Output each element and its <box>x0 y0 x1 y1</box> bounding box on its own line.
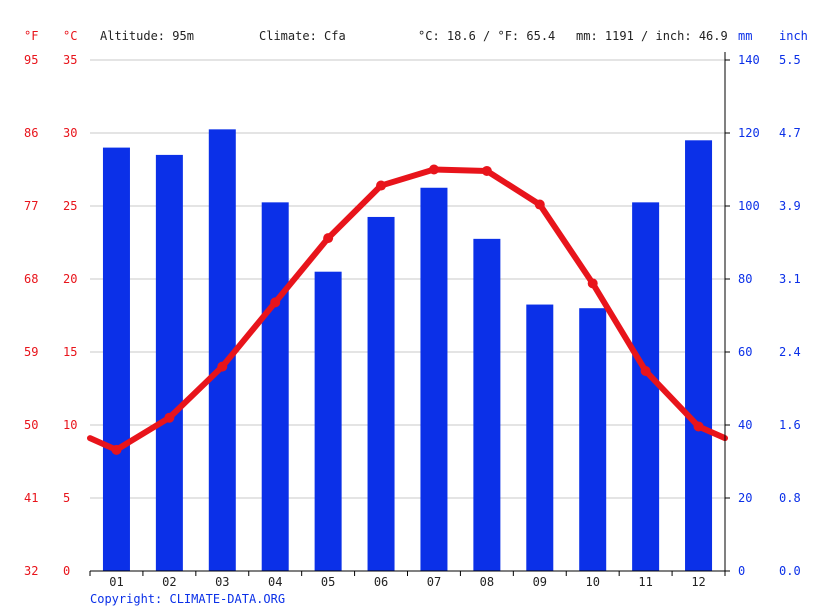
fahrenheit-tick-label: 59 <box>24 345 38 359</box>
celsius-tick-label: 15 <box>63 345 77 359</box>
fahrenheit-tick-label: 77 <box>24 199 38 213</box>
celsius-tick-label: 0 <box>63 564 70 578</box>
temperature-point <box>640 365 651 376</box>
month-tick-label: 08 <box>480 575 494 589</box>
precipitation-bar <box>155 154 183 571</box>
climate-label: Climate: Cfa <box>259 29 346 43</box>
temperature-point <box>481 165 492 176</box>
precipitation-bar <box>526 304 554 571</box>
celsius-tick-label: 10 <box>63 418 77 432</box>
mm-tick-label: 40 <box>738 418 752 432</box>
inch-tick-label: 0.0 <box>779 564 801 578</box>
temperature-point <box>111 444 122 455</box>
month-tick-label: 04 <box>268 575 282 589</box>
precipitation-total-label: mm: 1191 / inch: 46.9 <box>576 29 728 43</box>
axes <box>89 52 730 576</box>
mm-tick-label: 140 <box>738 53 760 67</box>
mm-tick-label: 60 <box>738 345 752 359</box>
fahrenheit-unit-label: °F <box>24 29 38 43</box>
celsius-tick-label: 20 <box>63 272 77 286</box>
inch-tick-label: 5.5 <box>779 53 801 67</box>
celsius-tick-label: 5 <box>63 491 70 505</box>
mm-tick-label: 120 <box>738 126 760 140</box>
inch-tick-label: 1.6 <box>779 418 801 432</box>
celsius-tick-label: 30 <box>63 126 77 140</box>
precipitation-bar <box>420 187 448 571</box>
fahrenheit-tick-label: 68 <box>24 272 38 286</box>
month-tick-label: 03 <box>215 575 229 589</box>
celsius-tick-label: 25 <box>63 199 77 213</box>
month-tick-label: 12 <box>691 575 705 589</box>
month-tick-label: 11 <box>638 575 652 589</box>
inch-tick-label: 4.7 <box>779 126 801 140</box>
celsius-tick-label: 35 <box>63 53 77 67</box>
temperature-point <box>217 361 228 372</box>
mm-tick-label: 20 <box>738 491 752 505</box>
celsius-unit-label: °C <box>63 29 77 43</box>
fahrenheit-tick-label: 50 <box>24 418 38 432</box>
grid-lines <box>90 59 725 499</box>
average-temperature-label: °C: 18.6 / °F: 65.4 <box>418 29 555 43</box>
month-tick-label: 02 <box>162 575 176 589</box>
temperature-point <box>428 164 439 175</box>
inch-tick-label: 0.8 <box>779 491 801 505</box>
temperature-line <box>87 164 728 455</box>
precipitation-bar <box>208 129 236 571</box>
precipitation-bar <box>473 238 501 571</box>
month-tick-label: 06 <box>374 575 388 589</box>
fahrenheit-tick-label: 32 <box>24 564 38 578</box>
inch-tick-label: 3.1 <box>779 272 801 286</box>
fahrenheit-tick-label: 41 <box>24 491 38 505</box>
tick-labels: 32 0 0 0.0 41 5 20 0.8 50 10 40 1.6 59 15 60 2.4 68 20 80 3… <box>24 53 801 589</box>
mm-tick-label: 0 <box>738 564 745 578</box>
inch-tick-label: 2.4 <box>779 345 801 359</box>
mm-tick-label: 80 <box>738 272 752 286</box>
copyright-link[interactable]: Copyright: CLIMATE-DATA.ORG <box>90 592 285 606</box>
mm-tick-label: 100 <box>738 199 760 213</box>
temperature-point <box>587 278 598 289</box>
temperature-point <box>693 421 704 432</box>
temperature-point <box>270 297 281 308</box>
fahrenheit-tick-label: 86 <box>24 126 38 140</box>
fahrenheit-tick-label: 95 <box>24 53 38 67</box>
temperature-point <box>164 412 175 423</box>
precipitation-bar <box>314 271 342 571</box>
month-tick-label: 01 <box>109 575 123 589</box>
precipitation-bar <box>367 216 395 571</box>
temperature-point <box>534 199 545 210</box>
precipitation-bar <box>632 202 660 571</box>
temperature-point <box>376 180 387 191</box>
precipitation-bar <box>102 147 130 571</box>
inch-unit-label: inch <box>779 29 808 43</box>
precipitation-bar <box>261 202 289 571</box>
month-tick-label: 05 <box>321 575 335 589</box>
inch-tick-label: 3.9 <box>779 199 801 213</box>
month-tick-label: 10 <box>585 575 599 589</box>
temperature-series-line <box>87 166 728 453</box>
precipitation-bars <box>102 129 713 572</box>
altitude-label: Altitude: 95m <box>100 29 194 43</box>
month-tick-label: 09 <box>533 575 547 589</box>
mm-unit-label: mm <box>738 29 752 43</box>
temperature-point <box>323 233 334 244</box>
precipitation-bar <box>579 308 607 571</box>
precipitation-bar <box>685 140 713 572</box>
month-tick-label: 07 <box>427 575 441 589</box>
